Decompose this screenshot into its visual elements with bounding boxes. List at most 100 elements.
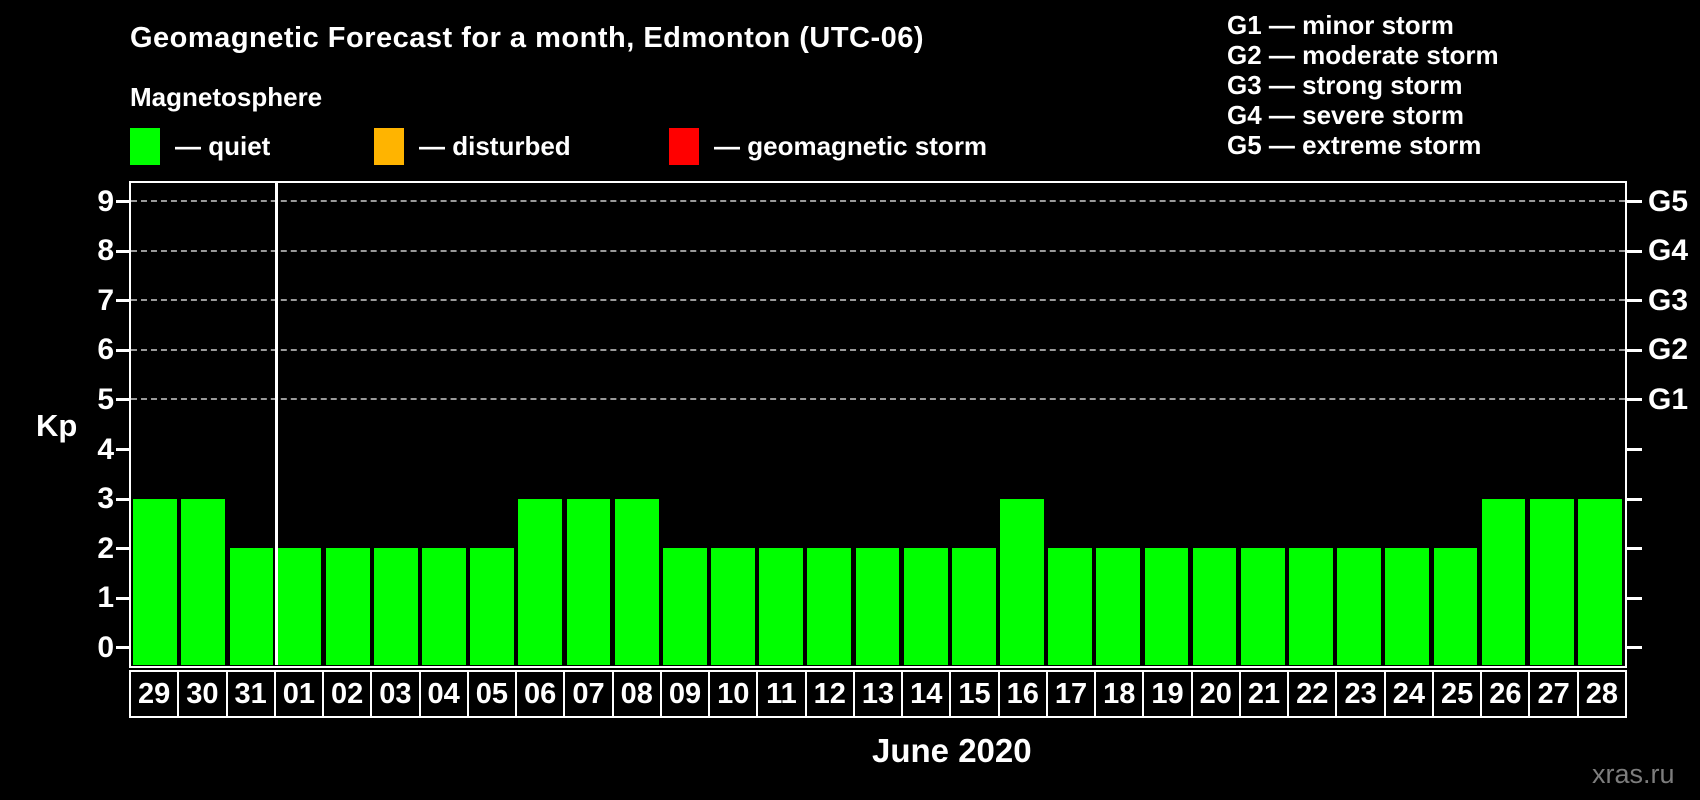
bar-day-20 [1192,548,1237,665]
watermark: xras.ru [1592,759,1675,789]
gridline-kp-9 [131,200,1625,203]
day-label-19: 19 [1144,672,1191,716]
gridline-kp-5 [131,398,1625,401]
bar-day-14 [903,548,948,665]
chart-title: Geomagnetic Forecast for a month, Edmont… [130,22,925,54]
day-label-02: 02 [324,672,371,716]
kp-tick-mark-right-3 [1627,497,1642,501]
day-label-05: 05 [468,672,516,716]
legend-item-quiet: — quiet [130,128,270,165]
day-label-04: 04 [420,672,467,716]
day-axis: 29 30 31 01 02 03 04 05 06 07 08 09 10 11 12 13 14 15 16 17… [129,670,1627,718]
bar-day-16 [1000,498,1044,665]
day-label-03: 03 [372,672,419,716]
kp-tick-label-6: 6 [97,333,114,367]
day-label-17: 17 [1047,672,1095,716]
bar-day-10 [711,548,755,665]
bar-day-01 [277,548,322,665]
bar-day-28 [1578,498,1622,665]
bar-day-23 [1337,548,1381,665]
day-label-16: 16 [999,672,1046,716]
day-label-09: 09 [661,672,709,716]
kp-tick-mark-right-7 [1627,299,1642,303]
bar-day-07 [566,498,611,665]
kp-tick-mark-left-2 [116,547,129,551]
kp-tick-label-8: 8 [97,234,114,268]
bar-day-06 [518,498,563,665]
bar-day-04 [422,548,466,665]
day-label-13: 13 [854,672,902,716]
bar-day-27 [1529,498,1574,665]
kp-tick-label-5: 5 [97,382,114,416]
day-label-14: 14 [903,672,950,716]
bar-day-25 [1433,548,1478,665]
kp-tick-mark-right-0 [1627,646,1642,650]
kp-tick-label-0: 0 [97,630,114,664]
month-separator-line [275,183,278,665]
bar-day-21 [1240,548,1285,665]
bar-day-24 [1385,548,1430,665]
bar-day-13 [855,548,900,665]
g-level-label-G3: G3 [1648,283,1689,317]
bar-day-09 [662,548,707,665]
day-label-26: 26 [1482,672,1529,716]
day-label-07: 07 [565,672,612,716]
kp-tick-mark-right-9 [1627,200,1642,204]
legend-item-label: — disturbed [419,131,571,161]
day-label-25: 25 [1433,672,1481,716]
kp-tick-mark-right-8 [1627,249,1642,253]
day-label-01: 01 [275,672,323,716]
bar-day-03 [374,548,418,665]
disturbed-color-swatch [374,128,404,165]
legend-item-label: — geomagnetic storm [714,131,988,161]
bar-day-29 [133,498,177,665]
bar-day-12 [807,548,852,665]
kp-tick-mark-right-4 [1627,448,1642,452]
x-axis-label: June 2020 [872,732,1032,769]
day-label-24: 24 [1385,672,1432,716]
kp-tick-label-3: 3 [97,482,114,516]
kp-tick-mark-left-9 [116,200,129,204]
bar-day-26 [1481,498,1526,665]
g-level-label-G4: G4 [1648,234,1689,268]
y-axis-label: Kp [36,408,78,443]
storm-scale-item: G1 — minor storm [1227,10,1454,40]
plot-area [129,181,1627,668]
day-label-18: 18 [1096,672,1143,716]
quiet-color-swatch [130,128,160,165]
day-label-29: 29 [131,672,178,716]
storm-scale-item: G3 — strong storm [1227,70,1463,100]
kp-tick-mark-left-1 [116,596,129,600]
gridline-kp-8 [131,249,1625,252]
kp-tick-mark-left-0 [116,646,129,650]
kp-tick-mark-left-6 [116,348,129,352]
day-label-31: 31 [227,672,274,716]
bar-day-31 [229,548,274,665]
day-label-23: 23 [1337,672,1384,716]
bar-day-11 [759,548,804,665]
kp-tick-mark-right-2 [1627,547,1642,551]
gridline-kp-7 [131,299,1625,302]
bar-day-15 [951,548,996,665]
legend-item-disturbed: — disturbed [374,128,571,165]
day-label-12: 12 [806,672,853,716]
kp-tick-mark-right-5 [1627,398,1642,402]
day-label-22: 22 [1289,672,1336,716]
day-label-10: 10 [710,672,757,716]
storm-scale-item: G4 — severe storm [1227,100,1465,130]
bar-day-30 [181,498,226,665]
gridline-kp-6 [131,348,1625,351]
day-label-06: 06 [517,672,564,716]
day-label-08: 08 [613,672,660,716]
bar-day-22 [1289,548,1333,665]
kp-tick-label-9: 9 [97,184,114,218]
legend-item-label: — quiet [175,131,271,161]
magnetosphere-legend-title: Magnetosphere [130,82,323,112]
legend-item-geomagnetic-storm: — geomagnetic storm [669,128,987,165]
bar-day-19 [1144,548,1189,665]
bar-day-18 [1096,548,1141,665]
day-label-28: 28 [1578,672,1625,716]
day-label-15: 15 [951,672,998,716]
storm-scale-item: G2 — moderate storm [1227,40,1499,70]
